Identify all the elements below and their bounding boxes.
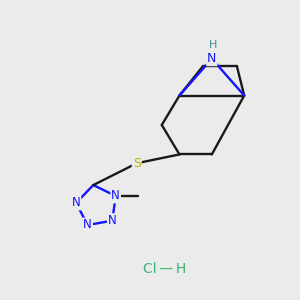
Text: N: N [72,196,80,209]
Text: Cl — H: Cl — H [143,262,186,276]
Text: N: N [83,218,92,232]
Text: S: S [133,157,141,170]
Text: N: N [111,190,120,202]
Text: N: N [207,52,217,65]
Text: N: N [108,214,117,227]
Text: H: H [209,40,218,50]
